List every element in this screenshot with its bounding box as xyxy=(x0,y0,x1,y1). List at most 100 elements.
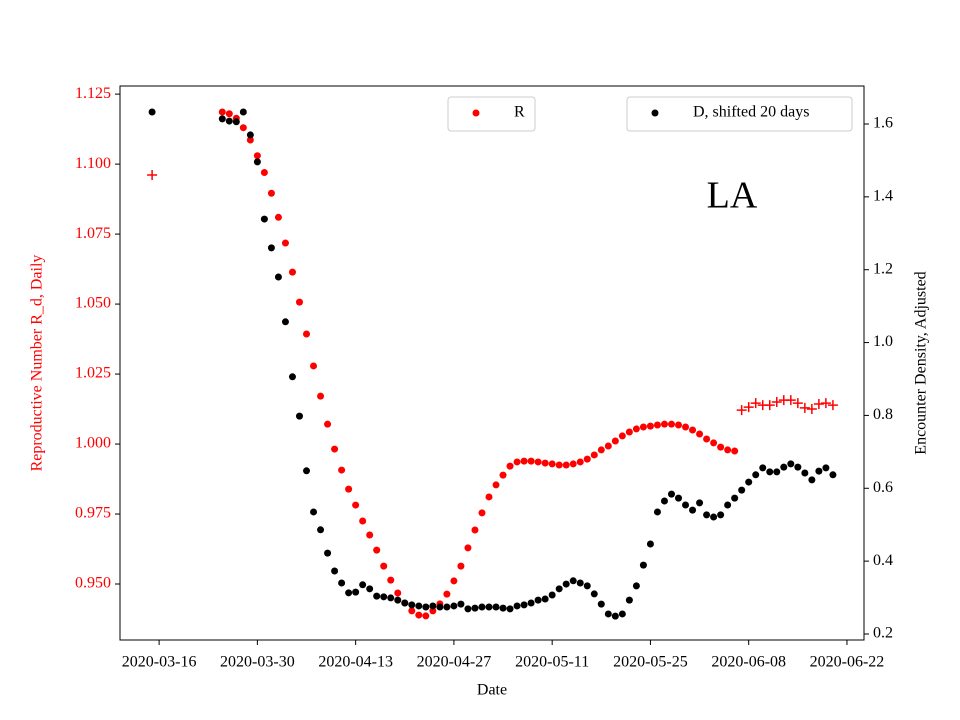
point xyxy=(513,458,521,466)
point xyxy=(464,605,472,613)
point xyxy=(492,603,500,611)
point xyxy=(682,501,690,509)
point xyxy=(646,422,654,430)
point xyxy=(457,562,465,570)
point xyxy=(246,136,254,144)
y2-tick-label: 0.4 xyxy=(873,552,893,569)
point xyxy=(464,544,472,552)
y2-tick-label: 1.6 xyxy=(873,115,893,132)
point xyxy=(541,595,549,603)
legend-box xyxy=(447,96,536,132)
y-tick-label: 0.975 xyxy=(75,505,111,522)
point xyxy=(590,451,598,459)
y2-tick-label: 0.2 xyxy=(873,625,893,642)
point xyxy=(703,435,711,443)
point xyxy=(338,579,346,587)
point xyxy=(380,562,388,570)
point xyxy=(485,493,493,501)
point xyxy=(569,577,577,585)
point xyxy=(639,561,647,569)
point xyxy=(471,526,479,534)
point xyxy=(724,501,732,509)
point xyxy=(785,395,796,406)
point xyxy=(653,508,661,516)
point xyxy=(338,466,346,474)
point xyxy=(331,567,339,575)
point xyxy=(239,124,247,132)
y2-tick-label: 0.8 xyxy=(873,406,893,423)
point xyxy=(689,426,697,434)
point xyxy=(611,612,619,620)
point xyxy=(310,508,318,516)
point xyxy=(527,599,535,607)
point xyxy=(576,458,584,466)
point xyxy=(736,405,747,416)
point xyxy=(380,593,388,601)
point xyxy=(808,476,816,484)
y2-tick-label: 1.0 xyxy=(873,333,893,350)
point xyxy=(352,588,360,596)
point xyxy=(218,115,226,123)
point xyxy=(359,581,367,589)
legend-marker xyxy=(472,109,480,117)
legend-label: D, shifted 20 days xyxy=(693,104,809,121)
point xyxy=(794,463,802,471)
x-tick-label: 2020-03-30 xyxy=(220,654,295,671)
point xyxy=(759,464,767,472)
point xyxy=(492,481,500,489)
point xyxy=(675,421,683,429)
point xyxy=(738,486,746,494)
point xyxy=(815,467,823,475)
point xyxy=(387,576,395,584)
y2-tick-label: 1.4 xyxy=(873,188,893,205)
point xyxy=(660,497,668,505)
point xyxy=(822,464,830,472)
point xyxy=(813,399,824,410)
point xyxy=(527,457,535,465)
point xyxy=(450,577,458,585)
point xyxy=(295,412,303,420)
point xyxy=(317,526,325,534)
point xyxy=(801,469,809,477)
point xyxy=(625,596,633,604)
point xyxy=(295,298,303,306)
point xyxy=(646,540,654,548)
y2-axis-label: Encounter Density, Adjusted xyxy=(913,271,930,454)
point xyxy=(485,603,493,611)
point xyxy=(260,215,268,223)
point xyxy=(597,446,605,454)
point xyxy=(471,604,479,612)
point xyxy=(773,468,781,476)
point xyxy=(303,467,311,475)
point xyxy=(764,400,775,411)
x-tick-label: 2020-06-22 xyxy=(810,654,885,671)
point xyxy=(387,594,395,602)
point xyxy=(366,531,374,539)
point xyxy=(359,517,367,525)
point xyxy=(288,373,296,381)
point xyxy=(562,461,570,469)
point xyxy=(401,599,409,607)
point xyxy=(534,596,542,604)
y-tick-label: 1.050 xyxy=(75,295,111,312)
y-tick-label: 1.125 xyxy=(75,85,111,102)
point xyxy=(310,362,318,370)
point xyxy=(675,494,683,502)
point xyxy=(771,397,782,408)
y2-tick-label: 0.6 xyxy=(873,479,893,496)
point xyxy=(352,501,360,509)
point xyxy=(569,460,577,468)
point xyxy=(281,239,289,247)
point xyxy=(147,170,158,181)
point xyxy=(408,607,416,615)
point xyxy=(478,509,486,517)
legend-box xyxy=(626,96,853,132)
point xyxy=(506,462,514,470)
point xyxy=(281,318,289,326)
point xyxy=(743,402,754,413)
point xyxy=(576,579,584,587)
x-tick-label: 2020-04-27 xyxy=(417,654,492,671)
point xyxy=(548,460,556,468)
point xyxy=(583,455,591,463)
